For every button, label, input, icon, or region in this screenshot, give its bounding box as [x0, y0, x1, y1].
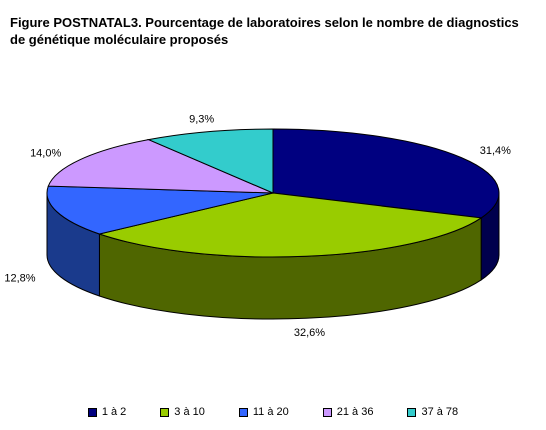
legend-label-1: 1 à 2	[101, 406, 127, 418]
legend: 1 à 2 3 à 10 11 à 20 21 à 36 37 à 78	[0, 406, 546, 418]
legend-item-4: 21 à 36	[322, 406, 374, 418]
legend-swatch-2	[160, 407, 170, 417]
legend-label-2: 3 à 10	[174, 406, 205, 418]
legend-swatch-5	[407, 407, 417, 417]
legend-swatch-1	[87, 407, 97, 417]
legend-swatch-3	[238, 407, 248, 417]
pie-slice-5	[146, 128, 274, 194]
slice-label-4: 14,0%	[30, 147, 61, 159]
chart-title: Figure POSTNATAL3. Pourcentage de labora…	[10, 15, 519, 47]
legend-item-1: 1 à 2	[87, 406, 127, 418]
slice-label-3: 12,8%	[4, 273, 35, 285]
legend-label-4: 21 à 36	[336, 406, 374, 418]
legend-item-5: 37 à 78	[407, 406, 458, 418]
slice-label-1: 31,4%	[480, 145, 511, 157]
legend-label-3: 11 à 20	[252, 406, 289, 418]
legend-item-3: 11 à 20	[238, 406, 289, 418]
legend-item-2: 3 à 10	[160, 406, 205, 418]
pie-slice-2	[97, 192, 483, 258]
pie-slice-4	[47, 139, 274, 194]
legend-label-5: 37 à 78	[421, 406, 459, 418]
slice-label-2: 32,6%	[294, 327, 325, 339]
pie-chart: 31,4% 32,6% 12,8% 14,0% 9,3%	[4, 113, 511, 339]
legend-swatch-4	[322, 407, 332, 417]
slice-label-5: 9,3%	[189, 113, 214, 125]
pie-slice-1	[272, 128, 500, 219]
pie-slice-3	[46, 185, 274, 235]
